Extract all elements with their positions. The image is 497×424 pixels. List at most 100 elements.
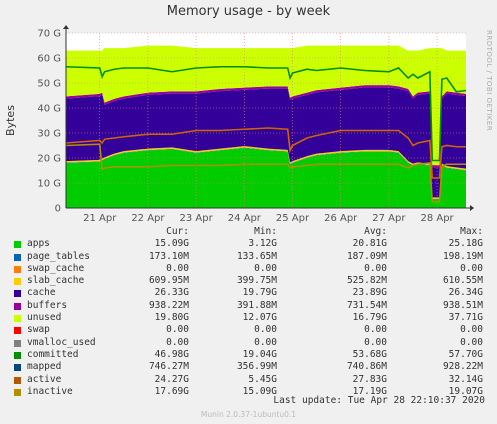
legend-swatch [14,290,21,298]
ytick-label: 20 G [37,154,61,165]
chart-area: 0 10 G 20 G 30 G 40 G 50 G 60 G 70 G 21 Apr 22 Ap… [4,25,474,224]
legend-cur: 938.22M [148,299,189,311]
legend-min: 0.00 [254,336,277,348]
legend-cur: 46.98G [154,348,189,360]
legend-avg: 27.83G [352,373,387,385]
munin-version: Munin 2.0.37-1ubuntu0.1 [200,410,297,419]
legend-min: 19.79G [242,287,277,299]
legend-row-committed: committed 46.98G 19.04G 53.68G 57.70G [10,349,490,361]
ytick-label: 60 G [37,54,61,65]
xtick-label: 23 Apr [180,213,214,224]
legend-swatch [14,265,21,273]
legend-row-cache: cache 26.33G 19.79G 23.89G 26.34G [10,287,490,299]
legend-row-slab_cache: slab_cache 609.95M 399.75M 525.82M 610.55M [10,275,490,287]
line-inactive [65,143,466,203]
legend-header-min: Min: [254,226,277,237]
legend-avg: 187.09M [346,250,387,262]
xtick-label: 24 Apr [228,213,262,224]
legend-name: committed [27,348,79,360]
legend-swatch [14,278,21,286]
legend-avg: 0.00 [364,336,387,348]
rrdtool-credit: RRDTOOL / TOBI OETIKER [485,30,493,132]
legend-row-buffers: buffers 938.22M 391.88M 731.54M 938.51M [10,300,490,312]
legend-max: 610.55M [442,275,483,287]
legend-row-apps: apps 15.09G 3.12G 20.81G 25.18G [10,238,490,250]
chart-title: Memory usage - by week [166,4,331,19]
legend-min: 19.04G [242,348,277,360]
legend-swatch [14,315,21,323]
legend-cur: 26.33G [154,287,189,299]
legend-swatch [14,253,21,261]
ytick-label: 70 G [37,29,61,40]
legend-min: 5.45G [248,373,277,385]
legend-name: vmalloc_used [27,336,96,348]
legend-min: 356.99M [236,361,277,373]
legend-avg: 20.81G [352,238,387,250]
legend-cur: 0.00 [166,324,189,336]
xtick-label: 26 Apr [324,213,358,224]
ytick-label: 40 G [37,104,61,115]
legend-header-avg: Avg: [364,226,387,237]
xtick-label: 21 Apr [83,213,117,224]
legend-name: inactive [27,385,73,397]
line-active [65,127,466,179]
legend-name: unused [27,312,62,324]
legend-avg: 17.19G [352,385,387,397]
legend-table: Cur: Min: Avg: Max: apps 15.09G 3.12G 20.81G 25.… [10,226,490,398]
legend-max: 198.19M [442,250,483,262]
legend-row-vmalloc_used: vmalloc_used 0.00 0.00 0.00 0.00 [10,337,490,349]
legend-cur: 19.80G [154,312,189,324]
legend-max: 0.00 [460,324,483,336]
legend-cur: 0.00 [166,336,189,348]
legend-row-swap: swap 0.00 0.00 0.00 0.00 [10,324,490,336]
legend-swatch [14,241,21,249]
legend-header-cur: Cur: [166,226,189,237]
legend-row-page_tables: page_tables 173.10M 133.65M 187.09M 198.19M [10,251,490,263]
legend-header: Cur: Min: Avg: Max: [10,226,490,238]
legend-name: active [27,373,62,385]
legend-min: 3.12G [248,238,277,250]
legend-min: 0.00 [254,324,277,336]
legend-avg: 23.89G [352,287,387,299]
legend-name: mapped [27,361,62,373]
legend-max: 57.70G [448,348,483,360]
legend-min: 133.65M [236,250,277,262]
legend-row-unused: unused 19.80G 12.07G 16.79G 37.71G [10,312,490,324]
legend-min: 399.75M [236,275,277,287]
legend-name: swap [27,324,50,336]
legend-max: 32.14G [448,373,483,385]
legend-max: 938.51M [442,299,483,311]
legend-name: buffers [27,299,68,311]
legend-name: cache [27,287,56,299]
area-unused [66,45,466,166]
legend-cur: 0.00 [166,262,189,274]
area-apps [66,148,466,208]
legend-cur: 746.27M [148,361,189,373]
ytick-label: 50 G [37,79,61,90]
legend-swatch [14,388,21,396]
legend-swatch [14,376,21,384]
legend-min: 0.00 [254,262,277,274]
ytick-label: 10 G [37,179,61,190]
legend-name: page_tables [27,250,90,262]
legend-cur: 15.09G [154,238,189,250]
legend-max: 928.22M [442,361,483,373]
legend-avg: 16.79G [352,312,387,324]
legend-min: 15.09G [242,385,277,397]
legend-max: 19.07G [448,385,483,397]
x-axis-arrow [470,205,474,211]
legend-avg: 740.86M [346,361,387,373]
legend-header-max: Max: [460,226,483,237]
legend-row-swap_cache: swap_cache 0.00 0.00 0.00 0.00 [10,263,490,275]
legend-max: 37.71G [448,312,483,324]
last-update: Last update: Tue Apr 28 22:10:37 2020 [273,395,485,406]
legend-swatch [14,351,21,359]
legend-name: apps [27,238,50,250]
legend-min: 12.07G [242,312,277,324]
legend-cur: 173.10M [148,250,189,262]
legend-name: slab_cache [27,275,85,287]
area-cache [66,87,466,198]
legend-avg: 525.82M [346,275,387,287]
xtick-label: 28 Apr [420,213,454,224]
legend-max: 25.18G [448,238,483,250]
